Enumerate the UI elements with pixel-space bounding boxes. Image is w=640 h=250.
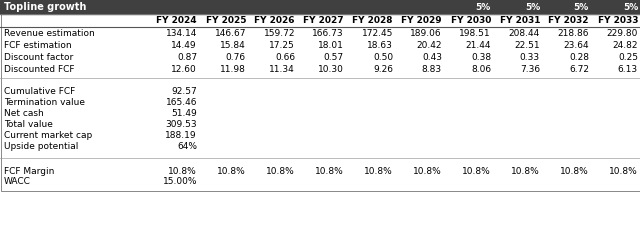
- Text: 0.76: 0.76: [226, 54, 246, 62]
- Text: 0.38: 0.38: [471, 54, 491, 62]
- Text: 5%: 5%: [573, 2, 589, 12]
- Text: 0.25: 0.25: [618, 54, 638, 62]
- Text: 10.8%: 10.8%: [560, 166, 589, 175]
- Text: 10.8%: 10.8%: [217, 166, 246, 175]
- Text: FY 2026: FY 2026: [255, 16, 295, 25]
- Text: 165.46: 165.46: [166, 98, 197, 107]
- Text: 9.26: 9.26: [373, 66, 393, 74]
- Text: 166.73: 166.73: [312, 30, 344, 38]
- Text: FY 2025: FY 2025: [205, 16, 246, 25]
- Text: FCF estimation: FCF estimation: [4, 42, 72, 50]
- Text: 10.8%: 10.8%: [364, 166, 393, 175]
- Text: 12.60: 12.60: [172, 66, 197, 74]
- Text: Termination value: Termination value: [4, 98, 85, 107]
- Text: Discount factor: Discount factor: [4, 54, 73, 62]
- Text: 0.28: 0.28: [569, 54, 589, 62]
- Text: 51.49: 51.49: [172, 109, 197, 118]
- Text: 0.43: 0.43: [422, 54, 442, 62]
- Text: 159.72: 159.72: [264, 30, 295, 38]
- Text: 172.45: 172.45: [362, 30, 393, 38]
- Text: 24.82: 24.82: [612, 42, 638, 50]
- Text: 15.84: 15.84: [220, 42, 246, 50]
- Text: 188.19: 188.19: [165, 131, 197, 140]
- Text: 10.8%: 10.8%: [609, 166, 638, 175]
- Text: FY 2033: FY 2033: [598, 16, 638, 25]
- Text: 0.33: 0.33: [520, 54, 540, 62]
- Text: Topline growth: Topline growth: [4, 2, 86, 12]
- Text: 8.06: 8.06: [471, 66, 491, 74]
- Text: 10.8%: 10.8%: [316, 166, 344, 175]
- Text: 309.53: 309.53: [165, 120, 197, 129]
- Text: 208.44: 208.44: [509, 30, 540, 38]
- Text: Discounted FCF: Discounted FCF: [4, 66, 74, 74]
- Text: 18.01: 18.01: [318, 42, 344, 50]
- Text: 0.50: 0.50: [373, 54, 393, 62]
- Text: FY 2027: FY 2027: [303, 16, 344, 25]
- Text: FY 2031: FY 2031: [499, 16, 540, 25]
- Bar: [1, 14, 639, 191]
- Text: 218.86: 218.86: [557, 30, 589, 38]
- Text: Revenue estimation: Revenue estimation: [4, 30, 95, 38]
- Text: 189.06: 189.06: [410, 30, 442, 38]
- Text: WACC: WACC: [4, 178, 31, 186]
- Text: 0.66: 0.66: [275, 54, 295, 62]
- Text: Total value: Total value: [4, 120, 53, 129]
- Text: Current market cap: Current market cap: [4, 131, 92, 140]
- Text: 15.00%: 15.00%: [163, 178, 197, 186]
- Text: 5%: 5%: [476, 2, 491, 12]
- Text: 10.8%: 10.8%: [168, 166, 197, 175]
- Text: FY 2028: FY 2028: [353, 16, 393, 25]
- Text: 7.36: 7.36: [520, 66, 540, 74]
- Text: 14.49: 14.49: [172, 42, 197, 50]
- Text: 20.42: 20.42: [417, 42, 442, 50]
- Text: 5%: 5%: [525, 2, 540, 12]
- Text: Net cash: Net cash: [4, 109, 44, 118]
- Text: 8.83: 8.83: [422, 66, 442, 74]
- Text: 6.72: 6.72: [569, 66, 589, 74]
- Text: 18.63: 18.63: [367, 42, 393, 50]
- Text: 229.80: 229.80: [607, 30, 638, 38]
- Text: 11.34: 11.34: [269, 66, 295, 74]
- Bar: [0, 0, 640, 14]
- Text: 10.8%: 10.8%: [462, 166, 491, 175]
- Text: 10.8%: 10.8%: [511, 166, 540, 175]
- Text: 134.14: 134.14: [166, 30, 197, 38]
- Text: 10.30: 10.30: [318, 66, 344, 74]
- Text: Cumulative FCF: Cumulative FCF: [4, 87, 76, 96]
- Text: 11.98: 11.98: [220, 66, 246, 74]
- Text: FCF Margin: FCF Margin: [4, 166, 54, 175]
- Text: 198.51: 198.51: [460, 30, 491, 38]
- Text: FY 2030: FY 2030: [451, 16, 491, 25]
- Text: 0.57: 0.57: [324, 54, 344, 62]
- Text: 92.57: 92.57: [172, 87, 197, 96]
- Text: 17.25: 17.25: [269, 42, 295, 50]
- Text: 10.8%: 10.8%: [413, 166, 442, 175]
- Text: 6.13: 6.13: [618, 66, 638, 74]
- Text: 0.87: 0.87: [177, 54, 197, 62]
- Text: 22.51: 22.51: [515, 42, 540, 50]
- Text: 23.64: 23.64: [563, 42, 589, 50]
- Text: FY 2032: FY 2032: [548, 16, 589, 25]
- Text: Upside potential: Upside potential: [4, 142, 78, 151]
- Text: 10.8%: 10.8%: [266, 166, 295, 175]
- Text: FY 2029: FY 2029: [401, 16, 442, 25]
- Text: 64%: 64%: [177, 142, 197, 151]
- Text: 146.67: 146.67: [214, 30, 246, 38]
- Text: FY 2024: FY 2024: [156, 16, 197, 25]
- Text: 5%: 5%: [623, 2, 638, 12]
- Text: 21.44: 21.44: [465, 42, 491, 50]
